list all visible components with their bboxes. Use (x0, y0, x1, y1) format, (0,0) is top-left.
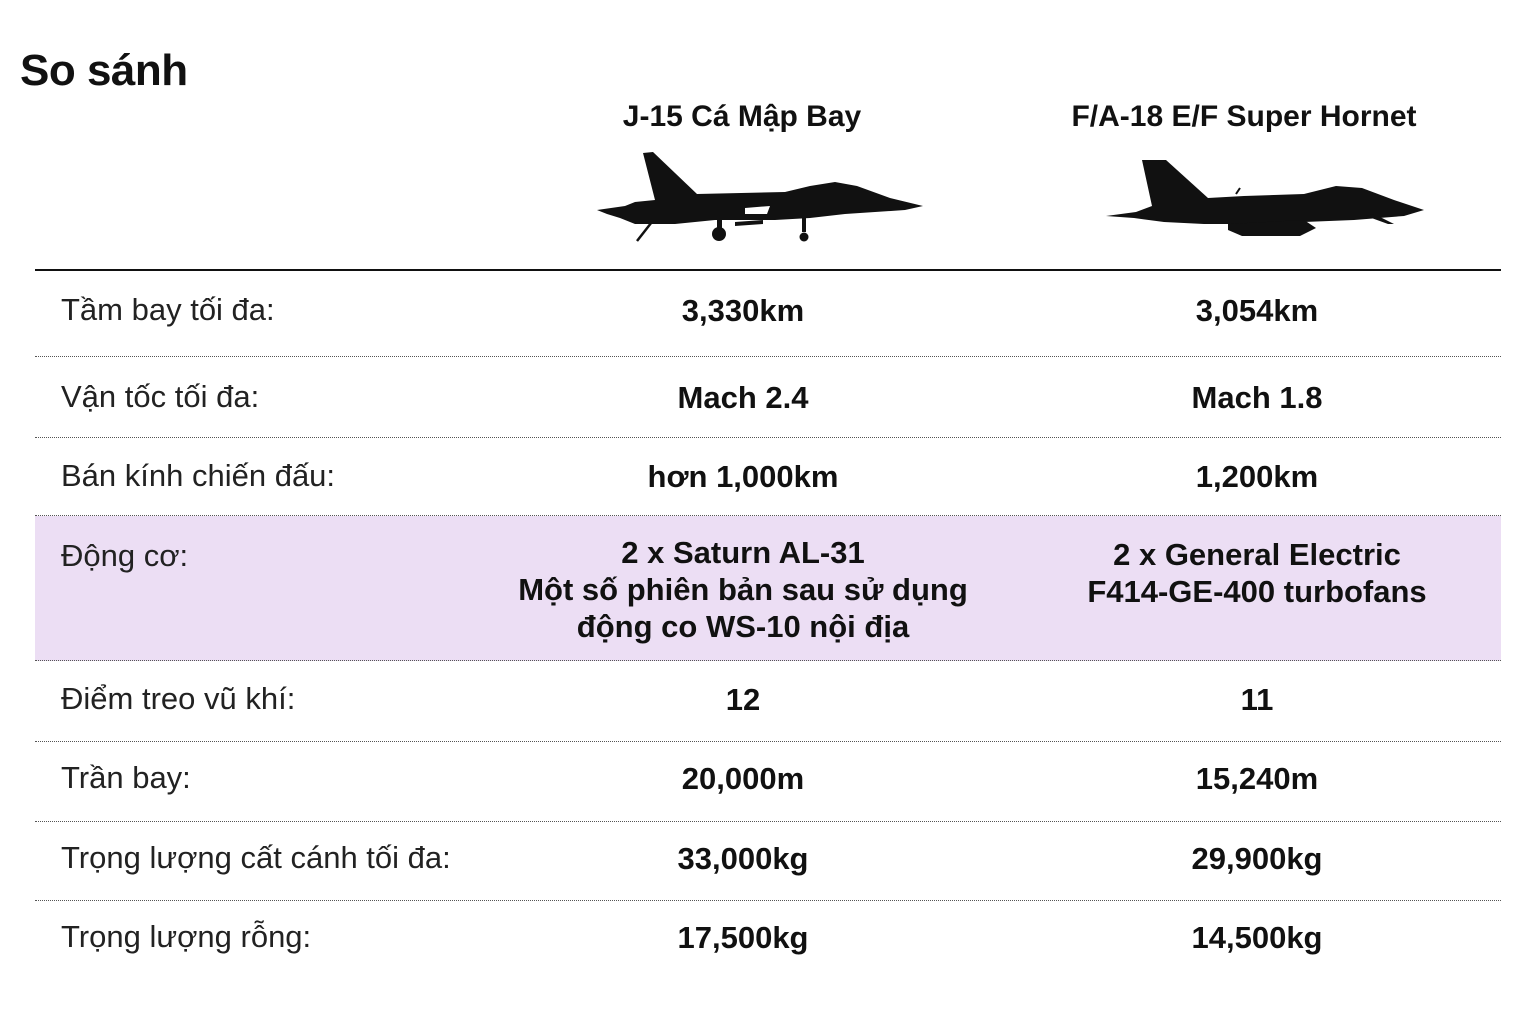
row-label: Động cơ: (61, 538, 189, 573)
value-fa18: 11 (1240, 682, 1274, 717)
row-label: Trọng lượng rỗng: (61, 919, 312, 954)
value-j15: 12 (725, 682, 761, 717)
value-fa18: 1,200km (1195, 459, 1319, 494)
table-row: Trọng lượng cất cánh tối đa: 33,000kg 29… (35, 822, 1501, 901)
aircraft-name-fa18: F/A-18 E/F Super Hornet (1071, 100, 1417, 133)
value-fa18: 2 x General Electric F414-GE-400 turbofa… (1087, 537, 1427, 609)
page-title: So sánh (20, 46, 188, 95)
value-j15: Mach 2.4 (677, 380, 809, 415)
table-row: Điểm treo vũ khí: 12 11 (35, 661, 1501, 742)
value-fa18: 14,500kg (1191, 920, 1323, 955)
value-j15: 33,000kg (677, 841, 809, 876)
row-label: Tầm bay tối đa: (61, 292, 275, 327)
row-label: Trần bay: (61, 760, 191, 795)
header-divider (35, 269, 1501, 271)
row-label: Vận tốc tối đa: (61, 379, 260, 414)
table-row: Trần bay: 20,000m 15,240m (35, 742, 1501, 822)
table-row: Bán kính chiến đấu: hơn 1,000km 1,200km (35, 438, 1501, 516)
table-row: Tầm bay tối đa: 3,330km 3,054km (35, 270, 1501, 357)
row-label: Trọng lượng cất cánh tối đa: (61, 840, 451, 875)
value-fa18: 3,054km (1195, 293, 1319, 328)
value-fa18: 15,240m (1195, 761, 1319, 796)
value-j15: 2 x Saturn AL-31 Một số phiên bản sau sử… (518, 535, 968, 644)
aircraft-name-j15: J-15 Cá Mập Bay (622, 100, 862, 133)
j15-silhouette-icon (597, 152, 923, 242)
value-j15: 17,500kg (677, 920, 809, 955)
row-label: Điểm treo vũ khí: (61, 681, 296, 716)
value-fa18: 29,900kg (1191, 841, 1323, 876)
table-row: Vận tốc tối đa: Mach 2.4 Mach 1.8 (35, 357, 1501, 438)
table-row: Trọng lượng rỗng: 17,500kg 14,500kg (35, 901, 1501, 979)
row-label: Bán kính chiến đấu: (61, 458, 336, 493)
value-j15: 20,000m (681, 761, 805, 796)
value-j15: 3,330km (681, 293, 805, 328)
value-j15: hơn 1,000km (647, 459, 839, 494)
fa18-silhouette-icon (1106, 160, 1424, 236)
value-fa18: Mach 1.8 (1191, 380, 1323, 415)
table-row-engine: Động cơ: 2 x Saturn AL-31 Một số phiên b… (35, 516, 1501, 661)
